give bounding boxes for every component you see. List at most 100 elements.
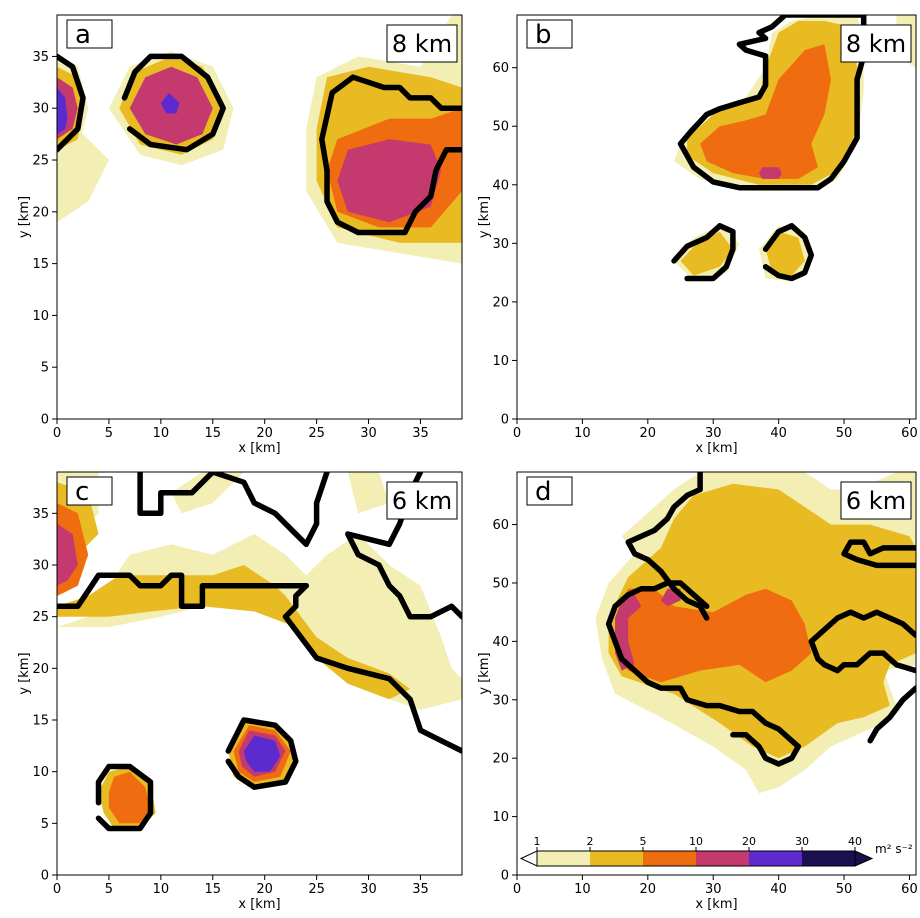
outline-contour (625, 472, 703, 563)
axes-frame (516, 14, 917, 420)
outline-contour (137, 472, 216, 517)
outline-contour (808, 609, 916, 645)
panel-d: 0 10 20 30 40 50 60 0 10 20 30 40 50 60 x [km] y [km] d 6… (477, 471, 918, 912)
contour-region-level-2 (765, 231, 805, 276)
x-tick-label: 25 (308, 426, 325, 441)
colorbar-segment (590, 851, 643, 866)
x-tick-label: 25 (308, 882, 325, 897)
y-tick-label: 60 (492, 518, 509, 533)
altitude-label-box (386, 24, 458, 63)
y-axis-label: y [km] (17, 652, 32, 694)
panel-c: 0 5 10 15 20 25 30 35 0 5 10 15 20 25 30 35 x [km] y [km]… (17, 471, 463, 912)
outline-contour (225, 717, 299, 790)
colorbar-segment (696, 851, 749, 866)
x-tick-label: 30 (705, 882, 722, 897)
axes-frame (56, 471, 463, 876)
x-tick-label: 40 (770, 882, 787, 897)
y-tick-label: 10 (32, 765, 49, 780)
outline-contour (95, 763, 154, 832)
contour-region-level-5 (108, 771, 151, 824)
panel-letter-box (526, 19, 573, 49)
y-tick-label: 5 (41, 817, 49, 832)
x-axis-label: x [km] (695, 897, 737, 912)
altitude-label-box (840, 481, 912, 520)
y-tick-label: 20 (32, 205, 49, 220)
y-tick-label: 15 (32, 257, 49, 272)
x-tick-label: 0 (53, 882, 61, 897)
contour-region-level-20 (160, 92, 180, 114)
y-tick-label: 25 (32, 610, 49, 625)
y-tick-label: 35 (32, 50, 49, 65)
x-axis-label: x [km] (238, 897, 280, 912)
y-tick-label: 25 (32, 154, 49, 169)
panel-letter: c (75, 477, 89, 507)
y-tick-label: 30 (32, 559, 49, 574)
y-tick-label: 0 (41, 869, 49, 884)
y-tick-label: 20 (492, 752, 509, 767)
y-tick-label: 10 (492, 810, 509, 825)
outline-contour (282, 582, 462, 754)
altitude-label-box (840, 24, 912, 63)
colorbar-segment (643, 851, 696, 866)
x-tick-label: 15 (204, 426, 221, 441)
contour-region-level-10 (337, 139, 442, 223)
colorbar-segment (537, 851, 590, 866)
y-tick-label: 40 (492, 178, 509, 193)
y-tick-label: 0 (501, 869, 509, 884)
panel-letter: d (535, 477, 552, 507)
x-axis-label: x [km] (695, 441, 737, 456)
colorbar-tick-label: 30 (795, 835, 809, 848)
x-tick-label: 60 (901, 882, 918, 897)
panel-b: 0 10 20 30 40 50 60 0 10 20 30 40 50 60 x [km] y [km] b 8… (477, 14, 918, 456)
y-tick-label: 10 (32, 309, 49, 324)
colorbar-segment (749, 851, 802, 866)
axes-frame (56, 14, 463, 420)
outline-contour (605, 580, 710, 645)
outline-contour (671, 223, 736, 282)
x-tick-label: 60 (901, 426, 918, 441)
contour-region-level-20 (57, 87, 68, 135)
x-tick-label: 0 (513, 882, 521, 897)
x-tick-label: 10 (153, 882, 170, 897)
panel-letter: b (535, 20, 552, 50)
colorbar-unit-label: m² s⁻² (875, 842, 913, 856)
contour-region-level-5 (700, 44, 831, 179)
y-tick-label: 60 (492, 61, 509, 76)
altitude-label-box (386, 481, 458, 520)
x-tick-label: 20 (256, 882, 273, 897)
colorbar: 1 2 5 10 20 30 40 m² s⁻² (519, 835, 913, 867)
axes-frame (516, 471, 917, 876)
x-tick-label: 30 (360, 882, 377, 897)
colorbar-tick-label: 20 (742, 835, 756, 848)
y-tick-label: 40 (492, 635, 509, 650)
x-tick-label: 5 (105, 426, 113, 441)
x-tick-label: 15 (204, 882, 221, 897)
outline-contour (121, 53, 226, 153)
x-tick-label: 0 (53, 426, 61, 441)
y-tick-label: 0 (501, 413, 509, 428)
colorbar-tick-label: 2 (587, 835, 594, 848)
y-tick-label: 5 (41, 361, 49, 376)
x-tick-label: 20 (640, 882, 657, 897)
x-tick-label: 10 (574, 882, 591, 897)
outline-contour (324, 146, 462, 236)
y-tick-label: 10 (492, 354, 509, 369)
colorbar-tick-label: 10 (689, 835, 703, 848)
outline-contour (345, 472, 462, 620)
y-axis-label: y [km] (477, 652, 492, 694)
x-tick-label: 10 (153, 426, 170, 441)
x-tick-label: 30 (705, 426, 722, 441)
altitude-label: 8 km (392, 30, 452, 58)
outline-contour (645, 556, 710, 621)
x-tick-label: 30 (360, 426, 377, 441)
colorbar-segment (802, 851, 855, 866)
outline-contour (210, 472, 330, 548)
contour-region-level-2 (57, 565, 411, 700)
x-tick-label: 40 (770, 426, 787, 441)
outline-contour (612, 638, 802, 767)
outline-contour (867, 685, 916, 744)
colorbar-tick-label: 5 (640, 835, 647, 848)
y-tick-label: 20 (32, 662, 49, 677)
altitude-label: 8 km (846, 30, 906, 58)
